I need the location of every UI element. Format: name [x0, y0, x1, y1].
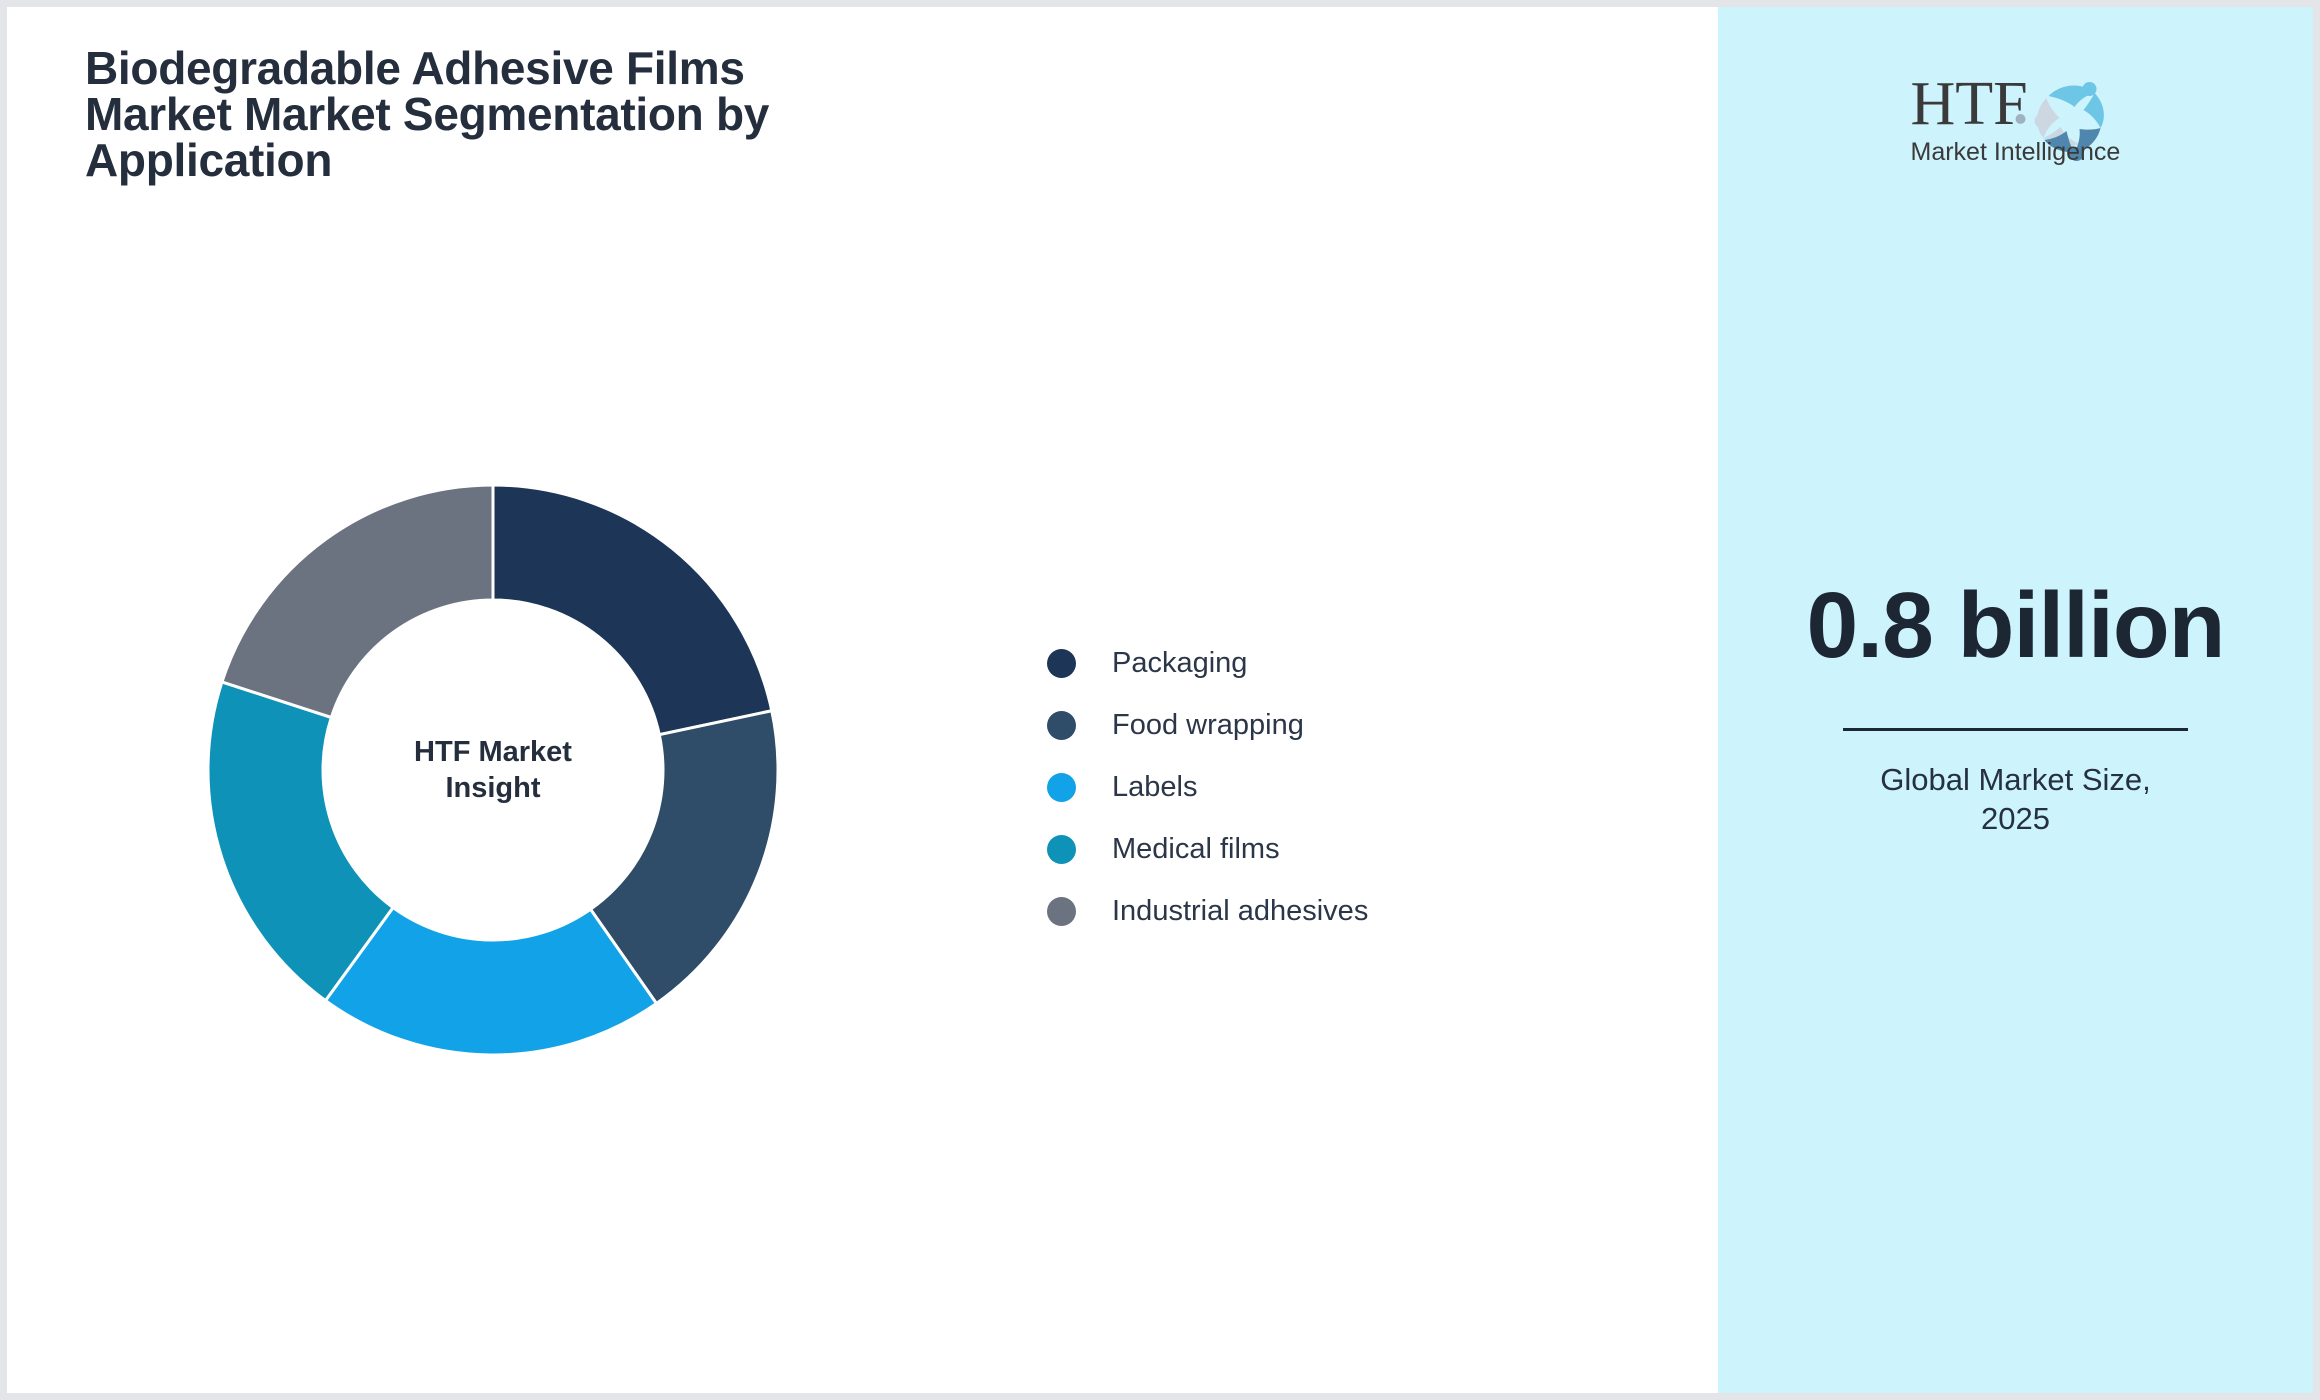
logo-emblem-icon — [2034, 82, 2104, 161]
legend-item[interactable]: Medical films — [1047, 818, 1368, 880]
stat-divider — [1843, 728, 2188, 731]
legend-item[interactable]: Labels — [1047, 756, 1368, 818]
chart-panel: Biodegradable Adhesive Films Market Mark… — [7, 7, 1718, 1393]
chart-legend: Packaging Food wrapping Labels Medical film… — [1047, 632, 1368, 942]
legend-swatch-icon — [1047, 772, 1076, 802]
donut-chart: HTF Market Insight — [200, 477, 786, 1063]
donut-slice[interactable] — [323, 905, 659, 1057]
legend-item[interactable]: Industrial adhesives — [1047, 880, 1368, 942]
logo-svg: HTF Market Intelligence — [1910, 70, 2120, 166]
legend-item-label: Food wrapping — [1112, 708, 1304, 741]
htf-market-intelligence-logo: HTF Market Intelligence — [1898, 62, 2133, 167]
legend-item-label: Medical films — [1112, 832, 1280, 865]
legend-item-label: Industrial adhesives — [1112, 894, 1369, 927]
stat-caption: Global Market Size, 2025 — [1880, 762, 2151, 836]
logo-dot-icon — [2015, 114, 2025, 124]
legend-item-label: Labels — [1112, 770, 1198, 803]
stat-panel: HTF Market Intelligence — [1718, 7, 2313, 1393]
donut-chart-svg — [206, 483, 780, 1057]
legend-item-label: Packaging — [1112, 646, 1248, 679]
page-title: Biodegradable Adhesive Films Market Mark… — [85, 42, 770, 186]
donut-slice[interactable] — [206, 680, 396, 1003]
legend-item[interactable]: Packaging — [1047, 632, 1368, 694]
legend-swatch-icon — [1047, 896, 1076, 926]
global-market-size-stat: 0.8 billion Global Market Size, 2025 — [1718, 579, 2313, 839]
legend-swatch-icon — [1047, 834, 1076, 864]
logo-tagline-text: Market Intelligence — [1910, 138, 2120, 166]
stat-value: 0.8 billion — [1806, 573, 2226, 677]
donut-slice[interactable] — [220, 483, 495, 720]
donut-slice[interactable] — [588, 708, 780, 1006]
legend-item[interactable]: Food wrapping — [1047, 694, 1368, 756]
legend-swatch-icon — [1047, 648, 1076, 678]
legend-swatch-icon — [1047, 710, 1076, 740]
donut-slice[interactable] — [491, 483, 774, 737]
logo-htf-text: HTF — [1910, 70, 2027, 138]
